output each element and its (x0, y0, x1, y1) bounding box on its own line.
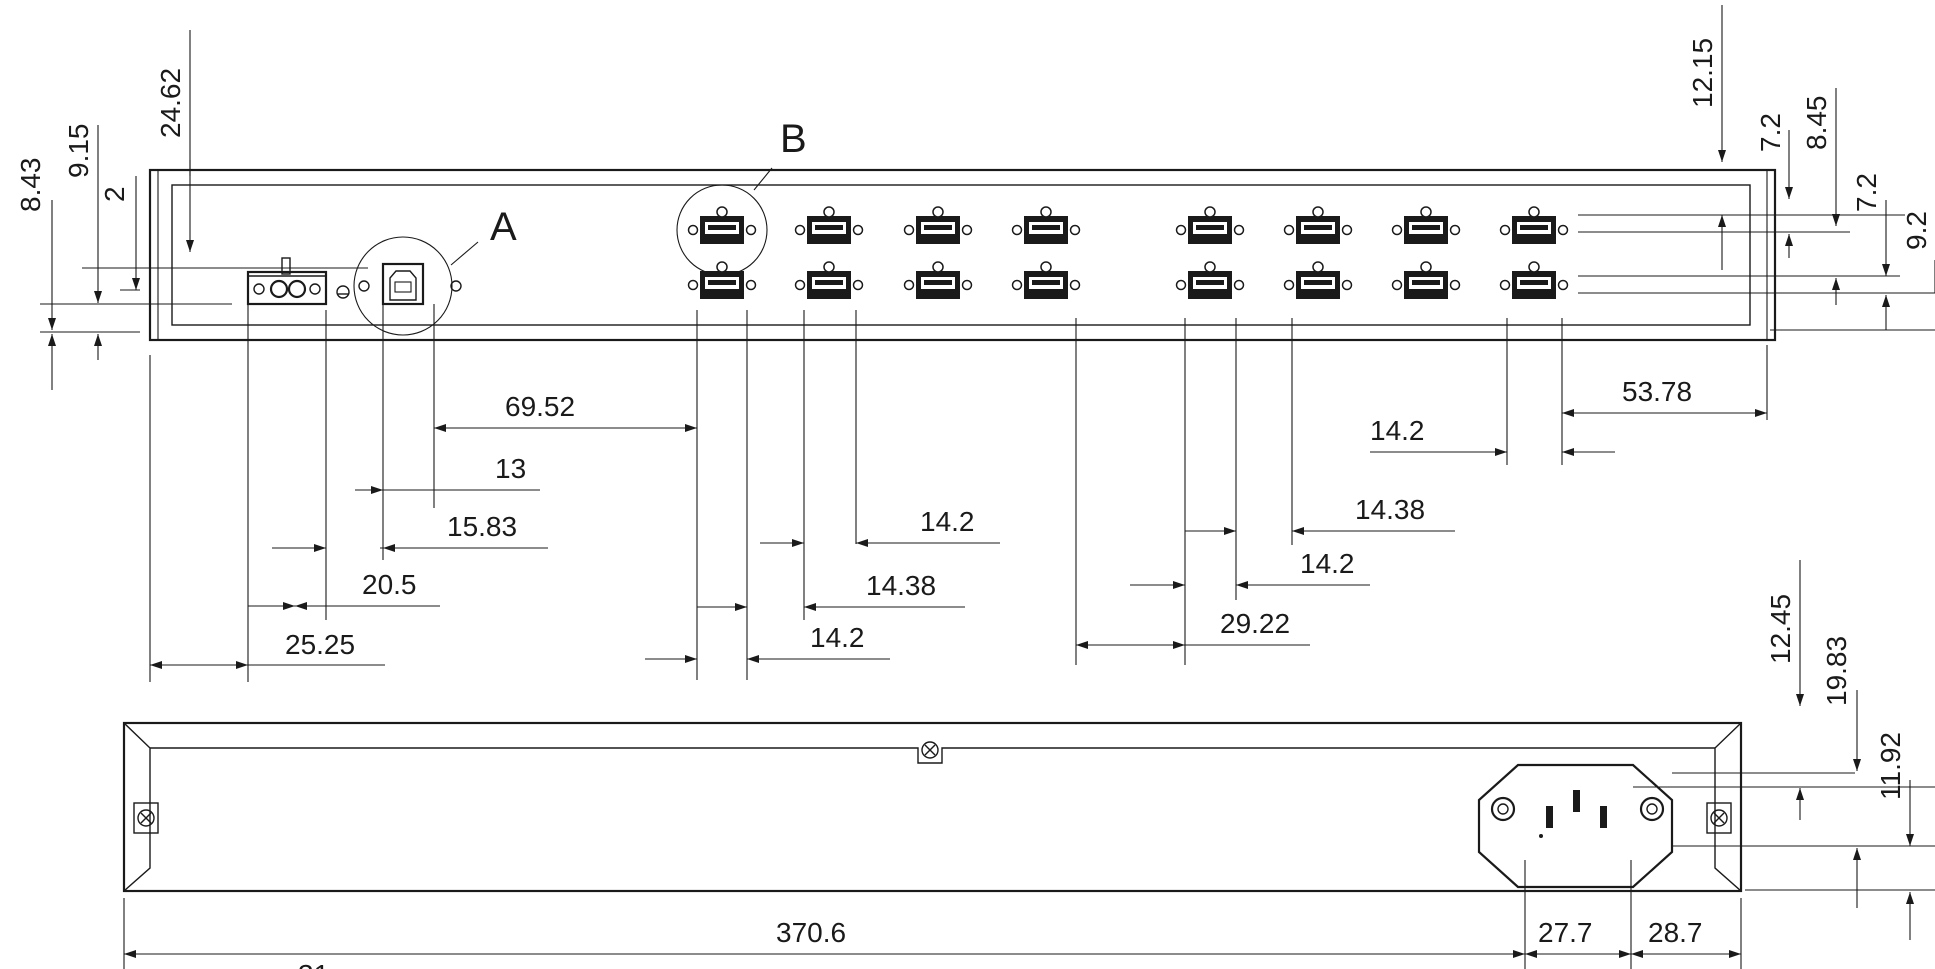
dim-20-5: 20.5 (362, 569, 417, 600)
usb-a-port (903, 261, 973, 299)
dim-15-83: 15.83 (447, 511, 517, 542)
dim-9-2: 9.2 (1901, 211, 1932, 250)
dim-7-2-a: 7.2 (1755, 113, 1786, 152)
dim-11-92: 11.92 (1875, 732, 1906, 800)
dim-14-2-a: 14.2 (920, 506, 975, 537)
dim-2: 2 (99, 186, 130, 202)
dim-14-38-b: 14.38 (1355, 494, 1425, 525)
usb-a-port (1011, 261, 1081, 299)
usb-a-port (794, 261, 864, 299)
dim-14-2-b: 14.2 (810, 622, 865, 653)
dim-27-7: 27.7 (1538, 917, 1593, 948)
dim-8-45: 8.45 (1801, 96, 1832, 151)
dim-14-38-a: 14.38 (866, 570, 936, 601)
power-connector (246, 257, 350, 306)
dim-partial: 31 (298, 959, 329, 969)
usb-a-port (1011, 206, 1081, 244)
usb-a-port (794, 206, 864, 244)
dim-14-2-d: 14.2 (1300, 548, 1355, 579)
detail-label-a: A (490, 205, 517, 249)
usb-a-port (1175, 261, 1245, 299)
usb-a-port (1391, 261, 1461, 299)
dim-9-15: 9.15 (63, 124, 94, 179)
dim-19-83: 19.83 (1821, 636, 1852, 706)
usb-a-port (1283, 261, 1353, 299)
usb-a-port (1391, 206, 1461, 244)
usb-a-port (903, 206, 973, 244)
dim-12-15: 12.15 (1687, 38, 1718, 108)
dim-13: 13 (495, 453, 526, 484)
dim-29-22: 29.22 (1220, 608, 1290, 639)
usb-a-port (1175, 206, 1245, 244)
dim-28-7: 28.7 (1648, 917, 1703, 948)
usb-a-port (1283, 206, 1353, 244)
usb-a-port (687, 206, 757, 244)
usb-a-port (1499, 261, 1569, 299)
detail-label-b: B (780, 117, 807, 161)
front-panel (148, 168, 1777, 342)
dim-7-2-b: 7.2 (1851, 173, 1882, 212)
dim-12-45: 12.45 (1765, 594, 1796, 664)
usb-a-ports (687, 206, 1569, 299)
dim-53-78: 53.78 (1622, 376, 1692, 407)
dim-25-25: 25.25 (285, 629, 355, 660)
ac-power-inlet (1477, 763, 1674, 889)
dim-24-62: 24.62 (155, 68, 186, 138)
rear-panel (122, 721, 1743, 893)
dim-14-2-c: 14.2 (1370, 415, 1425, 446)
usb-a-port (1499, 206, 1569, 244)
dim-69-52: 69.52 (505, 391, 575, 422)
dimension-labels: 24.62 9.15 8.43 2 69.52 13 15.83 20.5 25… (15, 38, 1932, 969)
dimension-lines (40, 5, 1935, 969)
usb-a-port (687, 261, 757, 299)
dim-8-43: 8.43 (15, 158, 46, 213)
dim-370-6: 370.6 (776, 917, 846, 948)
usb-b-port (353, 236, 479, 336)
